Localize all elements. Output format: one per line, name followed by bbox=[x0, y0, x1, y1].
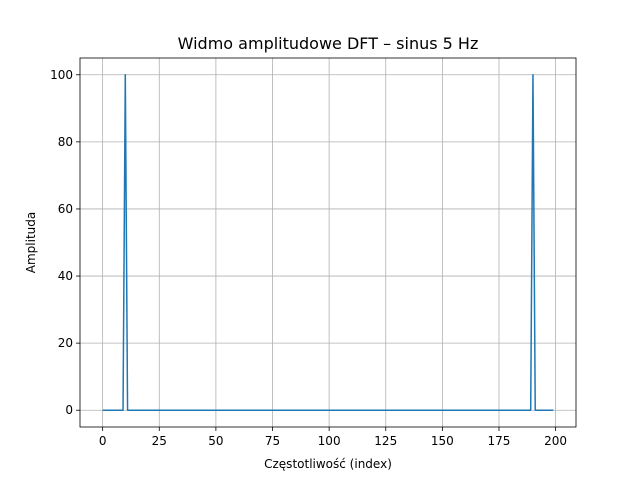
x-tick-label: 125 bbox=[374, 434, 397, 448]
x-tick-label: 200 bbox=[544, 434, 567, 448]
y-tick-label: 60 bbox=[58, 202, 73, 216]
x-tick-label: 150 bbox=[431, 434, 454, 448]
chart-title: Widmo amplitudowe DFT – sinus 5 Hz bbox=[178, 34, 479, 53]
x-tick-label: 0 bbox=[99, 434, 107, 448]
y-axis-label: Amplituda bbox=[24, 212, 38, 273]
ticks: 0 25 50 75 100 125 150 175 200 0 20 40 60 80 100 bbox=[50, 68, 567, 448]
plot-frame bbox=[79, 57, 577, 428]
y-tick-label: 80 bbox=[58, 135, 73, 149]
series-layer bbox=[102, 74, 554, 411]
grid bbox=[80, 58, 576, 427]
y-tick-label: 40 bbox=[58, 269, 73, 283]
y-tick-label: 100 bbox=[50, 68, 73, 82]
x-tick-label: 75 bbox=[265, 434, 280, 448]
x-axis-label: Częstotliwość (index) bbox=[264, 457, 392, 471]
y-tick-label: 0 bbox=[65, 403, 73, 417]
x-tick-label: 50 bbox=[208, 434, 223, 448]
amplitude-series-line bbox=[102, 74, 554, 411]
x-tick-label: 175 bbox=[488, 434, 511, 448]
x-tick-label: 25 bbox=[152, 434, 167, 448]
y-tick-label: 20 bbox=[58, 336, 73, 350]
x-tick-label: 100 bbox=[318, 434, 341, 448]
